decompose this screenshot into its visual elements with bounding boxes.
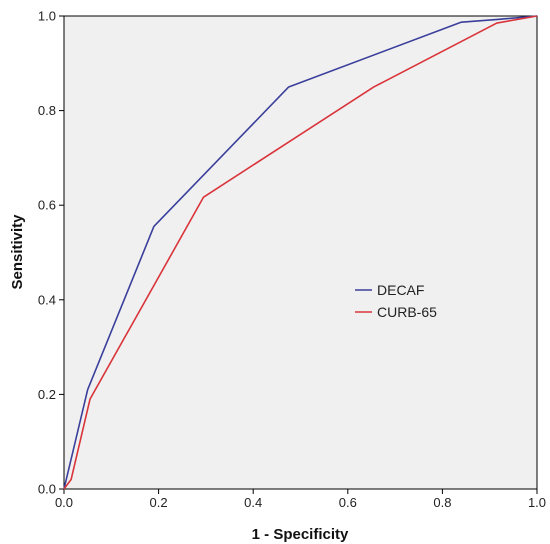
x-tick-label: 0.2 xyxy=(150,495,168,510)
x-tick-label: 0.4 xyxy=(244,495,262,510)
x-axis-title: 1 - Specificity xyxy=(252,526,349,543)
series-line-decaf xyxy=(63,15,538,490)
legend: DECAF CURB-65 xyxy=(355,282,437,320)
plot-area xyxy=(63,15,538,490)
x-tick-label: 0.8 xyxy=(433,495,451,510)
x-tick-label: 0.6 xyxy=(339,495,357,510)
series-line-curb65 xyxy=(63,15,538,490)
x-tick-label: 1.0 xyxy=(528,495,546,510)
y-tick-label: 1.0 xyxy=(38,9,56,24)
y-tick-label: 0.8 xyxy=(38,103,56,118)
axis-ticks: 0.0 0.2 0.4 0.6 0.8 1.0 0.0 0.2 0.4 0.6 0.8 1.0 xyxy=(38,9,546,511)
legend-label-curb65: CURB-65 xyxy=(377,304,437,320)
y-tick-label: 0.0 xyxy=(38,482,56,497)
y-tick-label: 0.6 xyxy=(38,198,56,213)
y-tick-label: 0.2 xyxy=(38,387,56,402)
legend-label-decaf: DECAF xyxy=(377,282,424,298)
y-tick-label: 0.4 xyxy=(38,292,56,307)
x-tick-label: 0.0 xyxy=(55,495,73,510)
y-axis-title: Sensitivity xyxy=(9,214,26,290)
series-lines xyxy=(63,15,538,490)
